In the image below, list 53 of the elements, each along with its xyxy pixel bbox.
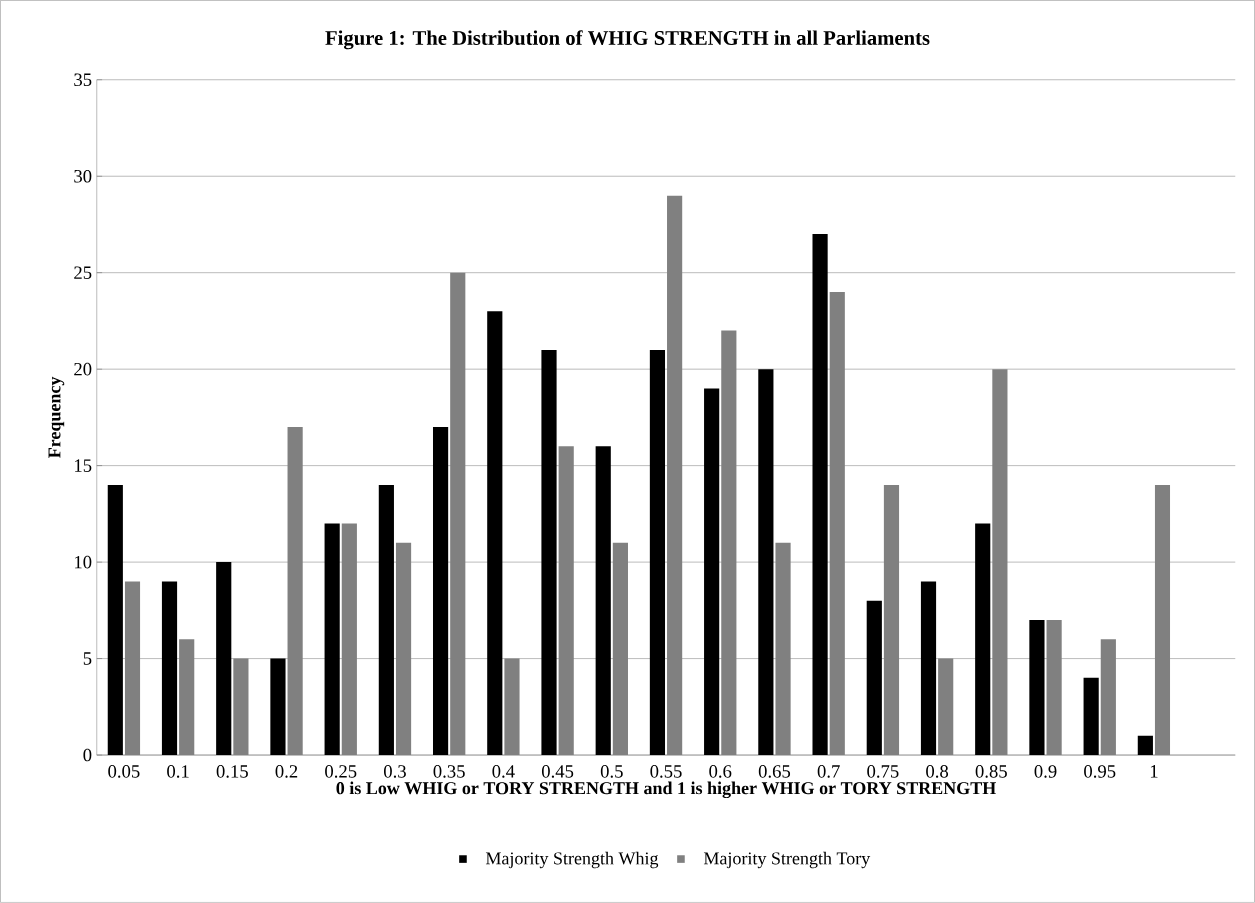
bar [324,523,340,756]
bar [920,581,937,756]
bar [866,600,882,756]
x-tick-label: 0.85 [975,765,1007,778]
legend-label: Majority Strength Whig [485,851,659,869]
bar [1083,677,1099,756]
x-tick-label: 0.4 [492,765,515,778]
y-tick-label: 35 [74,73,92,87]
x-tick-label: 0.2 [275,765,298,778]
x-tick-label: 0.9 [1034,765,1057,778]
bar [758,369,774,756]
x-tick-label: 0.95 [1084,765,1116,778]
x-tick-label: 0.35 [433,765,465,778]
bar [270,658,286,756]
y-tick-label: 30 [74,170,92,183]
bar [1029,620,1045,756]
x-tick-label: 0.25 [325,765,357,778]
x-tick-label: 0.8 [926,765,949,778]
bar [487,311,503,756]
chart-title: Figure 1: The Distribution of WHIG STRENGTH in all Parliaments [325,30,930,50]
bar [378,485,394,756]
bar [107,485,123,756]
y-tick-label: 10 [75,555,92,569]
x-tick-label: 0.7 [817,765,840,778]
x-tick-label: 0.3 [384,765,406,778]
bar [216,562,232,756]
y-tick-label: 15 [75,459,92,472]
y-tick-label: 20 [74,362,92,376]
x-tick-label: 0.5 [600,765,623,778]
bar [704,388,720,756]
x-tick-label: 0.45 [541,765,574,778]
bar [649,349,666,756]
bar [541,349,557,756]
y-axis-title: Frequency [48,376,65,459]
bar [161,581,178,756]
x-tick-label: 0.65 [758,765,791,778]
x-tick-label: 0.1 [167,765,189,778]
x-tick-label: 1 [1150,765,1158,778]
y-tick-label: 5 [83,652,92,665]
bar [595,446,611,756]
bar [432,427,449,756]
y-tick-label: 25 [74,266,92,280]
x-tick-label: 0.6 [709,765,732,778]
bar [1137,735,1153,756]
x-axis-title: 0 is Low WHIG or TORY STRENGTH and 1 is higher WHIG or TORY STRENGTH [336,781,996,799]
y-tick-label: 0 [83,748,92,762]
x-tick-label: 0.55 [650,765,682,778]
bar [975,523,991,756]
x-tick-label: 0.15 [216,765,248,778]
bar [812,234,828,756]
legend-label: Majority Strength Tory [703,851,871,869]
x-tick-label: 0.75 [867,765,899,778]
x-tick-label: 0.05 [108,765,140,778]
